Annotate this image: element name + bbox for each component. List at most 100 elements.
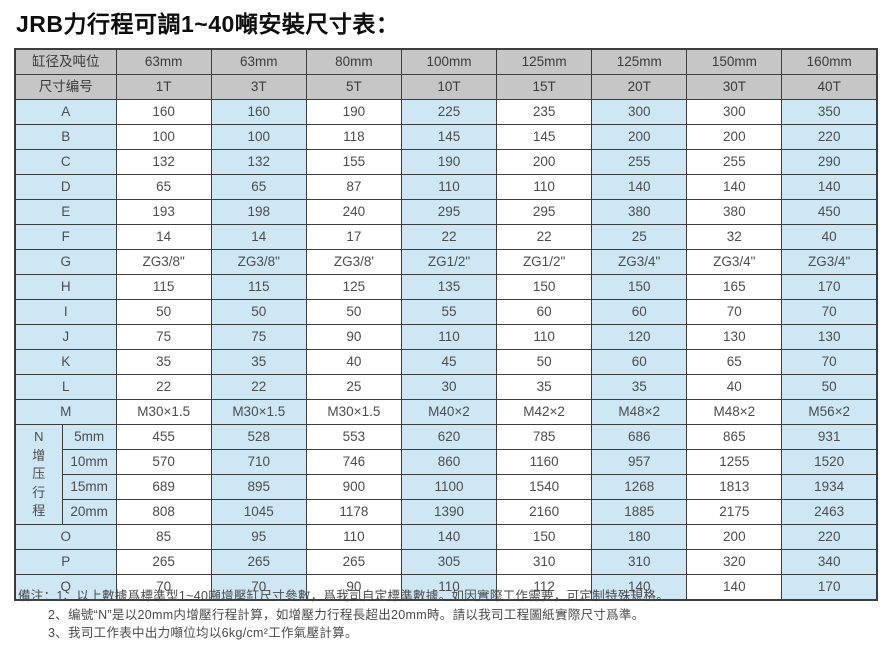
table-row-K: K 35 35 40 45 50 60 65 70 (14, 349, 878, 375)
header-cell-4: 15T (496, 74, 593, 100)
row-label-O: O (14, 524, 117, 550)
n-label-char: 程 (32, 503, 46, 519)
header-cell-3: 10T (400, 74, 498, 100)
header-cell-2: 5T (305, 74, 402, 100)
cell-K-2: 40 (305, 349, 402, 375)
table-row-A: A 160 160 190 225 235 300 300 350 (14, 99, 878, 125)
cell-M-4: M42×2 (496, 399, 593, 425)
note-line: 3、我司工作表中出力噸位均以6kg/cm²工作氣壓計算。 (48, 624, 669, 643)
table-row-I: I 50 50 50 55 60 60 70 70 (14, 299, 878, 325)
cell-F-4: 22 (496, 224, 593, 250)
header-cell-5: 125mm (591, 48, 688, 75)
cell-E-0: 193 (115, 199, 212, 225)
row-label-M: M (14, 399, 117, 425)
header-cell-1: 3T (210, 74, 307, 100)
cell-I-7: 70 (781, 299, 878, 325)
cell-I-3: 55 (400, 299, 498, 325)
cell-H-1: 115 (210, 274, 307, 300)
cell-L-5: 35 (591, 374, 688, 400)
cell-N10mm-2: 746 (305, 449, 402, 475)
cell-M-0: M30×1.5 (115, 399, 212, 425)
cell-N20mm-3: 1390 (400, 499, 498, 525)
cell-K-1: 35 (210, 349, 307, 375)
cell-H-2: 125 (305, 274, 402, 300)
cell-F-5: 25 (591, 224, 688, 250)
cell-D-5: 140 (591, 174, 688, 200)
cell-H-5: 150 (591, 274, 688, 300)
cell-J-4: 110 (496, 324, 593, 350)
table-row-N-20mm: 20mm 808 1045 1178 1390 2160 1885 2175 2463 (15, 499, 878, 525)
cell-Q-2: 90 (305, 574, 402, 601)
table-row-B: B 100 100 118 145 145 200 200 220 (14, 124, 878, 150)
header-cell-2: 80mm (305, 48, 402, 75)
table-row-N-10mm: 10mm 570 710 746 860 1160 957 1255 1520 (15, 449, 878, 475)
header-cell-6: 30T (686, 74, 783, 100)
cell-D-7: 140 (781, 174, 878, 200)
cell-B-4: 145 (496, 124, 593, 150)
cell-D-3: 110 (400, 174, 498, 200)
cell-A-7: 350 (781, 99, 878, 125)
cell-G-6: ZG3/4" (686, 249, 783, 275)
cell-E-7: 450 (781, 199, 878, 225)
cell-P-4: 310 (496, 549, 593, 575)
cell-A-4: 235 (496, 99, 593, 125)
cell-E-3: 295 (400, 199, 498, 225)
notes-prefix: 備注： (18, 589, 57, 603)
table-row-F: F 14 14 17 22 22 25 32 40 (14, 224, 878, 250)
row-label-J: J (14, 324, 117, 350)
note-text: 2、编號“N”是以20mm内增壓行程計算，如增壓力行程長超出20mm時。請以我司… (48, 607, 645, 622)
header-cell-1: 63mm (210, 48, 307, 75)
cell-P-5: 310 (591, 549, 688, 575)
cell-L-6: 40 (686, 374, 783, 400)
cell-B-5: 200 (591, 124, 688, 150)
table-row-P: P 265 265 265 305 310 310 320 340 (14, 549, 878, 575)
table-row-J: J 75 75 90 110 110 120 130 130 (14, 324, 878, 350)
cell-H-0: 115 (115, 274, 212, 300)
row-label-Q: Q (14, 574, 117, 601)
cell-O-1: 95 (210, 524, 307, 550)
cell-N20mm-0: 808 (115, 499, 212, 525)
cell-O-7: 220 (781, 524, 878, 550)
cell-C-1: 132 (210, 149, 307, 175)
header-cell-6: 150mm (686, 48, 783, 75)
cell-D-0: 65 (115, 174, 212, 200)
cell-J-0: 75 (115, 324, 212, 350)
cell-G-4: ZG1/2" (496, 249, 593, 275)
cell-L-2: 25 (305, 374, 402, 400)
cell-H-7: 170 (781, 274, 878, 300)
cell-M-1: M30×1.5 (210, 399, 307, 425)
cell-H-3: 135 (400, 274, 498, 300)
cell-N15mm-2: 900 (305, 474, 402, 500)
header-row-tonnage: 尺寸编号 1T 3T 5T 10T 15T 20T 30T 40T (14, 74, 878, 100)
cell-B-7: 220 (781, 124, 878, 150)
cell-N20mm-6: 2175 (686, 499, 783, 525)
header-cell-5: 20T (591, 74, 688, 100)
dimension-table: 缸径及吨位 63mm 63mm 80mm 100mm 125mm 125mm 150mm 160… (14, 48, 878, 601)
cell-G-0: ZG3/8" (115, 249, 212, 275)
cell-Q-5: 140 (591, 574, 688, 601)
cell-K-5: 60 (591, 349, 688, 375)
cell-C-4: 200 (496, 149, 593, 175)
row-label-G: G (14, 249, 117, 275)
header-cell-3: 100mm (400, 48, 498, 75)
header-label: 尺寸编号 (14, 74, 117, 100)
table-row-M: M M30×1.5 M30×1.5 M30×1.5 M40×2 M42×2 M48×2 M48… (14, 399, 878, 425)
cell-K-4: 50 (496, 349, 593, 375)
note-line: 備注：1、以上數據爲標準型1~40噸增壓缸尺寸參數，爲我司自定標準數據。如因實際… (18, 587, 669, 606)
cell-A-2: 190 (305, 99, 402, 125)
cell-F-7: 40 (781, 224, 878, 250)
cell-E-1: 198 (210, 199, 307, 225)
cell-M-5: M48×2 (591, 399, 688, 425)
cell-N5mm-6: 865 (686, 424, 783, 450)
cell-L-4: 35 (496, 374, 593, 400)
cell-J-5: 120 (591, 324, 688, 350)
cell-K-7: 70 (781, 349, 878, 375)
cell-N5mm-1: 528 (210, 424, 307, 450)
cell-M-7: M56×2 (781, 399, 878, 425)
cell-C-5: 255 (591, 149, 688, 175)
cell-N10mm-3: 860 (400, 449, 498, 475)
note-line: 2、编號“N”是以20mm内增壓行程計算，如增壓力行程長超出20mm時。請以我司… (48, 606, 669, 625)
cell-N20mm-7: 2463 (781, 499, 878, 525)
cell-E-4: 295 (496, 199, 593, 225)
cell-P-6: 320 (686, 549, 783, 575)
